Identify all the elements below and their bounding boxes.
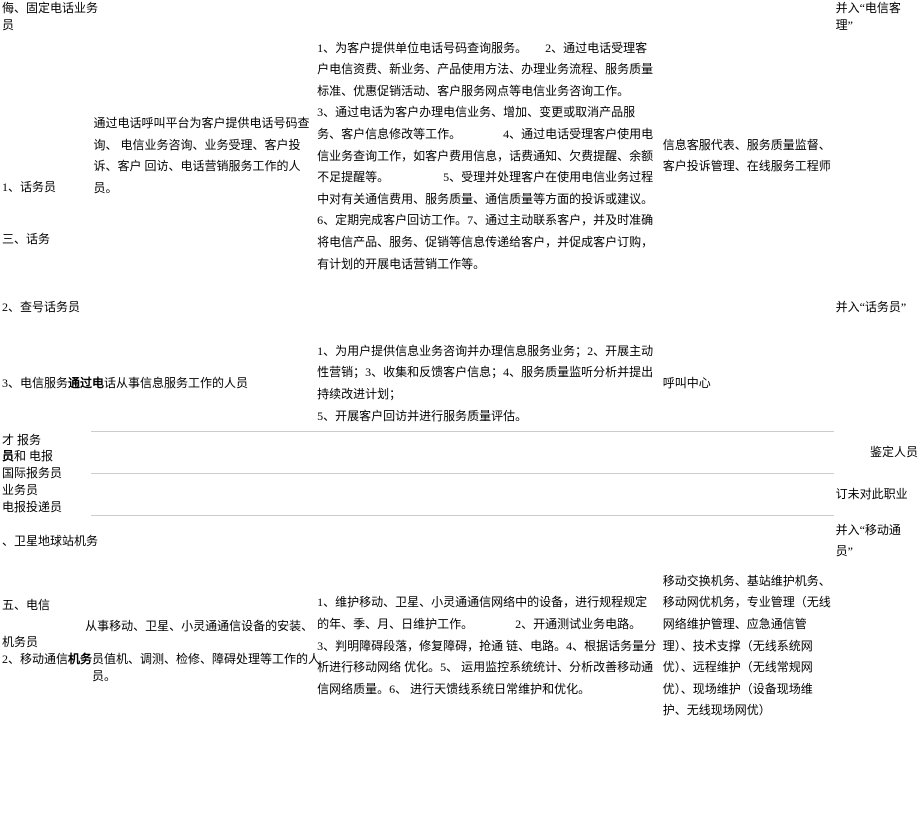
row3-roles: 呼叫中心 [661,337,834,432]
row1-roles: 信息客服代表、服务质量监督、客户投诉管理、在线服务工程师 [661,34,834,280]
fragment-top-right-a: 并入“电信客 [834,0,920,17]
row4-note: 并入“移动通 员” [834,516,920,567]
row3-label: 3、电信服务通过电话从事信息服务工作的人员 [0,337,315,432]
row3-tasks: 1、为用户提供信息业务咨询并办理信息服务业务；2、开展主动性营销；3、收集和反馈… [315,337,661,432]
fragment-top-left-a: 侮、固定电话业务 [0,0,315,17]
row4-label: 、卫星地球站机务 [0,516,315,567]
frag-right-a: 鉴定人员 [834,432,920,474]
frag-right-b: 订未对此职业 [834,474,920,516]
row1-definition: 通过电话呼叫平台为客户提供电话号码查 询、 电信业务咨询、业务受理、客户投诉、客… [91,34,315,280]
row1-label: 1、话务员 三、话务 [0,34,91,280]
fragment-top-right-b: 理” [834,17,920,34]
row5-roles: 移动交换机务、基站维护机务、移动网优机务，专业管理（无线网络维护管理、应急通信管… [661,567,834,726]
row5-left: 五、电信 从事移动、卫星、小灵通通信设备的安装、 机务员 2、移动通信 机务员值… [0,567,315,726]
row2-label: 2、查号话务员 [0,279,315,337]
fragment-top-left-b: 员 [0,17,315,34]
row1-tasks: 1、为客户提供单位电话号码查询服务。 2、通过电话受理客户电信资费、新业务、产品… [315,34,661,280]
frag-left-stack: 才 报务 员和 电报 国际报务员 业务员 电报投递员 [0,432,91,516]
row2-note: 并入“话务员” [834,279,920,337]
row5-tasks: 1、维护移动、卫星、小灵通通信网络中的设备，进行规程规定的年、季、月、日维护工作… [315,567,661,726]
